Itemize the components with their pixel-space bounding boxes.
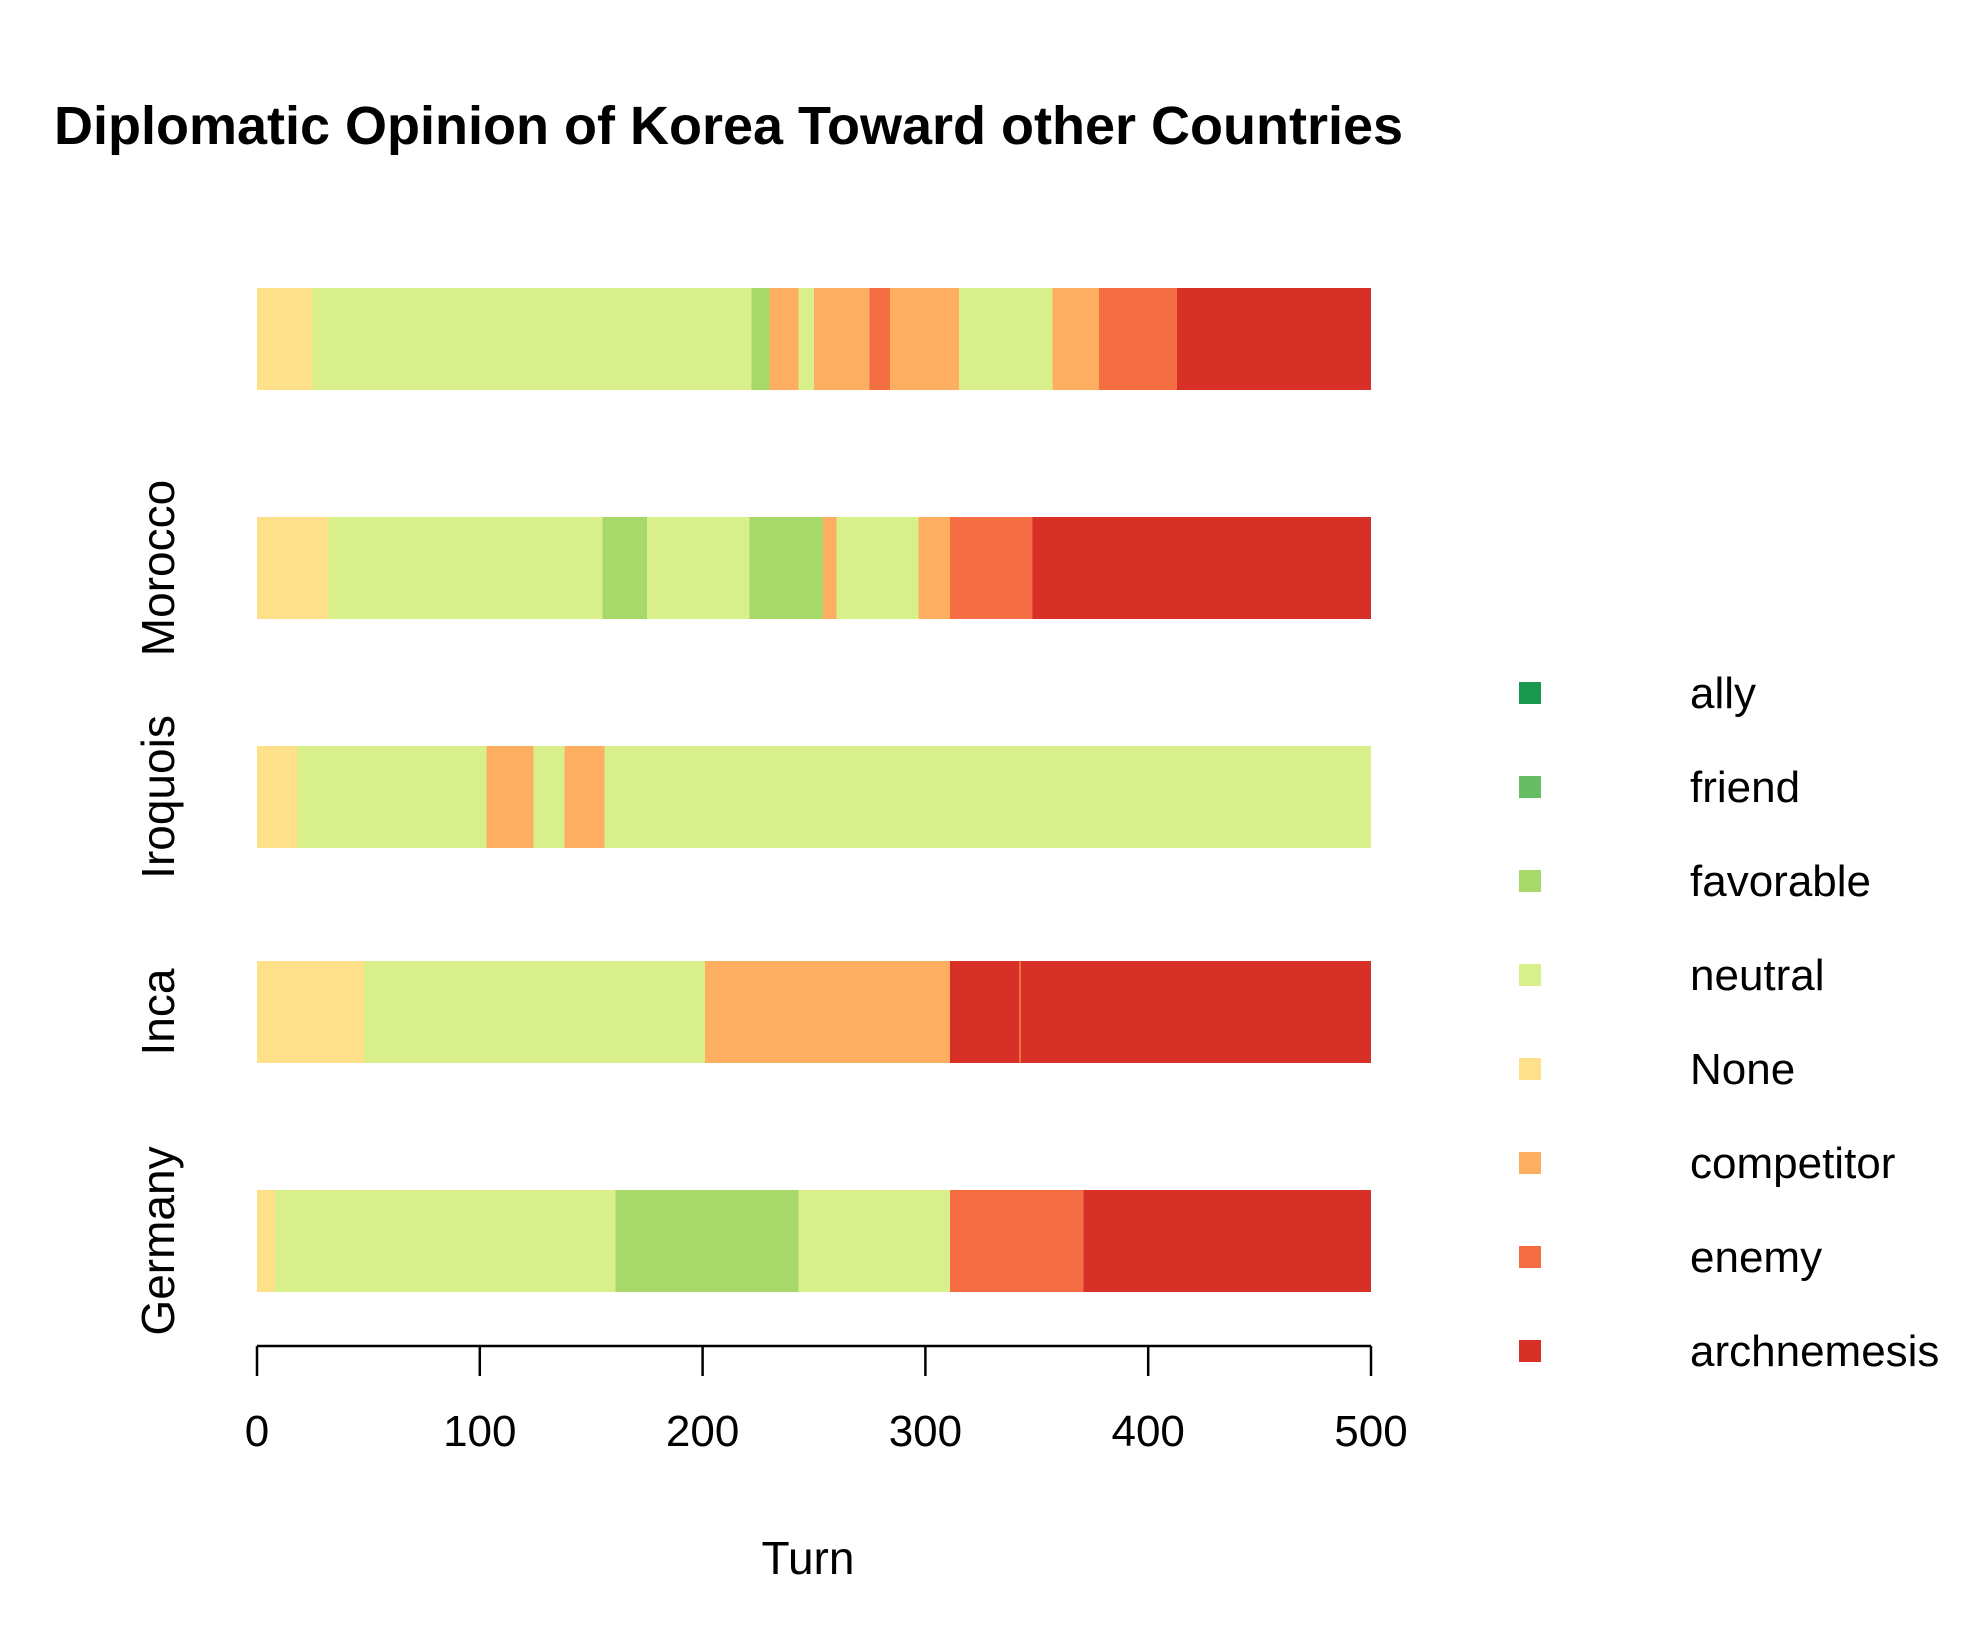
legend-label: friend xyxy=(1690,763,1800,812)
legend-swatch xyxy=(1519,1152,1541,1174)
legend-item-ally: ally xyxy=(1519,669,1756,718)
bar-segment-neutral xyxy=(604,746,1371,848)
legend-item-none: None xyxy=(1519,1045,1795,1094)
x-tick-label: 500 xyxy=(1334,1407,1407,1456)
bar-segment-competitor xyxy=(564,746,605,848)
legend-item-friend: friend xyxy=(1519,763,1800,812)
legend-label: favorable xyxy=(1690,857,1871,906)
bar-segment-competitor xyxy=(1052,288,1100,390)
x-tick-label: 200 xyxy=(666,1407,739,1456)
legend-swatch xyxy=(1519,776,1541,798)
legend-item-enemy: enemy xyxy=(1519,1233,1822,1282)
bar-segment-archnemesis xyxy=(1177,288,1371,390)
bar-segment-neutral xyxy=(274,1190,616,1292)
legend-label: enemy xyxy=(1690,1233,1822,1282)
bar-segment-favorable xyxy=(615,1190,799,1292)
bar-segment-competitor xyxy=(769,288,799,390)
bar-segment-competitor xyxy=(814,288,870,390)
bar-segment-competitor xyxy=(918,517,950,619)
legend-label: ally xyxy=(1690,669,1756,718)
bar-segment-favorable xyxy=(751,288,770,390)
bar-row-top xyxy=(257,288,1371,390)
bar-segment-archnemesis xyxy=(1032,517,1371,619)
chart-title: Diplomatic Opinion of Korea Toward other… xyxy=(54,96,1403,156)
bar-segment-enemy xyxy=(1018,961,1022,1063)
bar-segment-enemy xyxy=(949,517,1033,619)
category-label-germany: Germany xyxy=(132,1146,184,1335)
x-axis: 0 100 200 300 400 500 xyxy=(245,1344,1408,1456)
legend-label: None xyxy=(1690,1045,1795,1094)
category-label-iroquois: Iroquois xyxy=(132,715,184,879)
legend-swatch xyxy=(1519,682,1541,704)
bars-layer xyxy=(257,288,1371,1292)
bar-segment-none xyxy=(257,746,298,848)
bar-segment-enemy xyxy=(1099,288,1178,390)
category-labels: Germany Inca Iroquois Morocco xyxy=(132,480,184,1336)
bar-row-iroquois xyxy=(257,746,1371,848)
bar-segment-competitor xyxy=(486,746,534,848)
x-axis-title: Turn xyxy=(762,1532,855,1584)
bar-segment-favorable xyxy=(749,517,823,619)
bar-segment-none xyxy=(257,517,329,619)
legend-item-favorable: favorable xyxy=(1519,857,1871,906)
bar-segment-neutral xyxy=(798,288,814,390)
legend-swatch xyxy=(1519,1340,1541,1362)
bar-segment-neutral xyxy=(328,517,603,619)
x-tick-label: 0 xyxy=(245,1407,269,1456)
bar-segment-enemy xyxy=(949,1190,1084,1292)
legend-item-archnemesis: archnemesis xyxy=(1519,1327,1939,1376)
bar-segment-archnemesis xyxy=(1083,1190,1371,1292)
legend: ally friend favorable neutral None competitor… xyxy=(1519,669,1939,1376)
x-tick-label: 100 xyxy=(443,1407,516,1456)
legend-swatch xyxy=(1519,1058,1541,1080)
legend-swatch xyxy=(1519,964,1541,986)
legend-label: competitor xyxy=(1690,1139,1895,1188)
category-label-morocco: Morocco xyxy=(132,480,184,656)
bar-row-inca xyxy=(257,961,1371,1063)
legend-item-neutral: neutral xyxy=(1519,951,1825,1000)
bar-segment-competitor xyxy=(889,288,959,390)
bar-segment-none xyxy=(257,961,364,1063)
x-tick-label: 400 xyxy=(1111,1407,1184,1456)
x-tick-label: 300 xyxy=(889,1407,962,1456)
bar-segment-none xyxy=(257,288,313,390)
bar-segment-neutral xyxy=(646,517,750,619)
legend-item-competitor: competitor xyxy=(1519,1139,1895,1188)
legend-swatch xyxy=(1519,870,1541,892)
bar-segment-neutral xyxy=(312,288,752,390)
bar-segment-neutral xyxy=(798,1190,950,1292)
bar-segment-neutral xyxy=(297,746,487,848)
legend-label: neutral xyxy=(1690,951,1825,1000)
legend-swatch xyxy=(1519,1246,1541,1268)
bar-segment-none xyxy=(257,1190,275,1292)
bar-segment-enemy xyxy=(869,288,890,390)
bar-segment-archnemesis xyxy=(949,961,1019,1063)
legend-label: archnemesis xyxy=(1690,1327,1939,1376)
bar-segment-neutral xyxy=(836,517,919,619)
bar-segment-competitor xyxy=(704,961,950,1063)
category-label-inca: Inca xyxy=(132,968,184,1055)
bar-segment-archnemesis xyxy=(1021,961,1371,1063)
bar-segment-neutral xyxy=(533,746,565,848)
bar-segment-competitor xyxy=(822,517,837,619)
bar-segment-favorable xyxy=(602,517,647,619)
bar-segment-neutral xyxy=(958,288,1053,390)
bar-segment-neutral xyxy=(363,961,705,1063)
bar-row-germany xyxy=(257,1190,1371,1292)
bar-row-morocco xyxy=(257,517,1371,619)
